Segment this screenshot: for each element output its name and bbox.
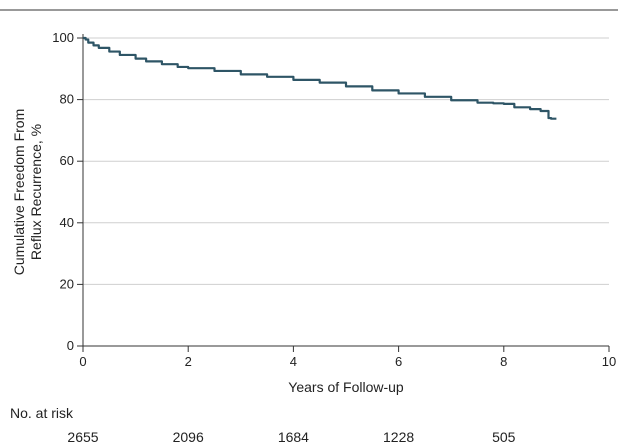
series-layer — [83, 36, 557, 120]
x-tick-label-0: 0 — [79, 354, 86, 369]
y-tick-label-20: 20 — [60, 276, 74, 291]
x-tick-label-6: 6 — [395, 354, 402, 369]
y-axis-title-line-1: Cumulative Freedom From — [11, 109, 27, 276]
series-line-0 — [83, 36, 557, 120]
risk-table: 2655 2096 1684 1228 505 — [67, 429, 515, 445]
y-tick-label-60: 60 — [60, 153, 74, 168]
y-tick-label-40: 40 — [60, 215, 74, 230]
y-axis-ticks: 0 20 40 60 80 100 — [52, 30, 83, 353]
y-axis-title: Cumulative Freedom From Reflux Recurrenc… — [11, 109, 44, 276]
risk-value-2: 2096 — [173, 429, 204, 445]
y-tick-label-0: 0 — [67, 338, 74, 353]
x-tick-label-8: 8 — [500, 354, 507, 369]
y-tick-label-80: 80 — [60, 92, 74, 107]
risk-value-4: 1684 — [278, 429, 309, 445]
x-tick-label-2: 2 — [185, 354, 192, 369]
risk-value-8: 505 — [492, 429, 516, 445]
axes — [82, 34, 609, 347]
y-axis-title-line-2: Reflux Recurrence, % — [28, 124, 44, 260]
x-axis-ticks: 0 2 4 6 8 10 — [79, 346, 616, 369]
x-tick-label-4: 4 — [290, 354, 297, 369]
risk-value-6: 1228 — [383, 429, 414, 445]
risk-table-title: No. at risk — [10, 405, 74, 421]
y-tick-label-100: 100 — [52, 30, 74, 45]
grid-lines — [83, 37, 609, 285]
x-tick-label-10: 10 — [602, 354, 616, 369]
x-axis-title: Years of Follow-up — [288, 379, 404, 395]
risk-value-0: 2655 — [67, 429, 98, 445]
